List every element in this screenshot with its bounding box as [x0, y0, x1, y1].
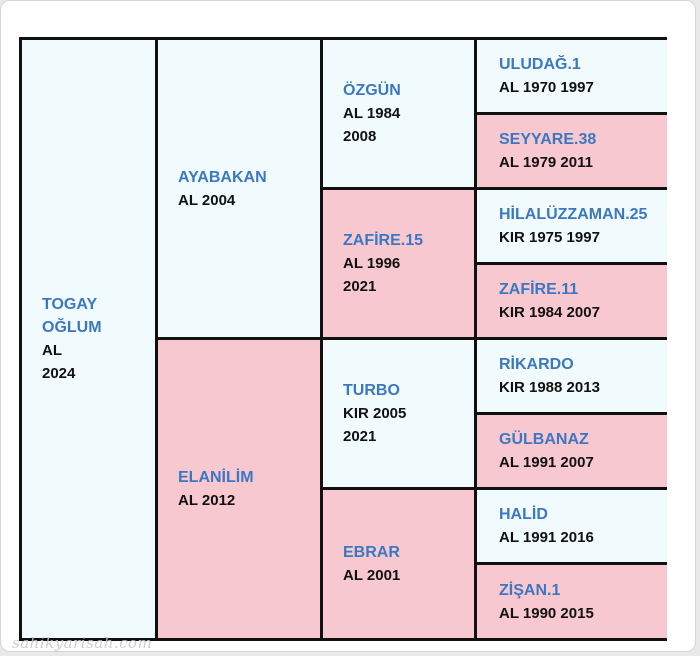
dd-sire-info: AL 1991 2016	[499, 529, 594, 546]
pedigree-subject: TOGAY OĞLUM AL 2024	[22, 40, 155, 638]
dam-dam-name: EBRAR	[343, 544, 400, 561]
pedigree-sd-sire: HİLALÜZZAMAN.25 KIR 1975 1997	[477, 190, 667, 262]
pedigree-dam-sire: TURBO KIR 2005 2021	[323, 340, 474, 487]
ds-dam-info: AL 1991 2007	[499, 454, 594, 471]
pedigree-dd-sire: HALİD AL 1991 2016	[477, 490, 667, 562]
watermark: sahikyarisah.com	[12, 634, 153, 652]
pedigree-sire-dam: ZAFİRE.15 AL 1996 2021	[323, 190, 474, 337]
pedigree-dam: ELANİLİM AL 2012	[158, 340, 320, 638]
ds-dam-name: GÜLBANAZ	[499, 431, 589, 448]
sd-dam-info: KIR 1984 2007	[499, 304, 600, 321]
dam-info: AL 2012	[178, 492, 236, 509]
sire-dam-info: AL 1996 2021	[343, 255, 401, 295]
sire-dam-name: ZAFİRE.15	[343, 232, 424, 249]
pedigree-ds-dam: GÜLBANAZ AL 1991 2007	[477, 415, 667, 487]
pedigree-dd-dam: ZİŞAN.1 AL 1990 2015	[477, 565, 667, 638]
dam-sire-name: TURBO	[343, 382, 400, 399]
pedigree-ss-sire: ULUDAĞ.1 AL 1970 1997	[477, 40, 667, 112]
ds-sire-name: RİKARDO	[499, 356, 574, 373]
sd-sire-name: HİLALÜZZAMAN.25	[499, 206, 648, 223]
dd-dam-info: AL 1990 2015	[499, 604, 594, 622]
dam-sire-info: KIR 2005 2021	[343, 405, 407, 445]
dam-name: ELANİLİM	[178, 469, 254, 486]
subject-info: AL 2024	[42, 342, 76, 382]
pedigree-ds-sire: RİKARDO KIR 1988 2013	[477, 340, 667, 412]
pedigree-sd-dam: ZAFİRE.11 KIR 1984 2007	[477, 265, 667, 337]
ss-dam-name: SEYYARE.38	[499, 131, 597, 148]
subject-name: TOGAY OĞLUM	[42, 296, 102, 336]
dd-dam-name: ZİŞAN.1	[499, 581, 561, 599]
sd-dam-name: ZAFİRE.11	[499, 281, 579, 298]
ss-sire-name: ULUDAĞ.1	[499, 56, 581, 73]
ds-sire-info: KIR 1988 2013	[499, 379, 600, 396]
pedigree-sire-sire: ÖZGÜN AL 1984 2008	[323, 40, 474, 187]
dd-sire-name: HALİD	[499, 506, 548, 523]
sd-sire-info: KIR 1975 1997	[499, 229, 600, 246]
sire-sire-info: AL 1984 2008	[343, 105, 401, 145]
sire-name: AYABAKAN	[178, 168, 267, 186]
sire-info: AL 2004	[178, 191, 236, 209]
dam-dam-info: AL 2001	[343, 567, 401, 584]
ss-sire-info: AL 1970 1997	[499, 79, 594, 96]
pedigree-ss-dam: SEYYARE.38 AL 1979 2011	[477, 115, 667, 187]
ss-dam-info: AL 1979 2011	[499, 154, 593, 171]
sire-sire-name: ÖZGÜN	[343, 82, 401, 99]
pedigree-dam-dam: EBRAR AL 2001	[323, 490, 474, 638]
pedigree-sire: AYABAKAN AL 2004	[158, 40, 320, 337]
pedigree-chart: TOGAY OĞLUM AL 2024 AYABAKAN AL 2004 ELA…	[19, 37, 667, 641]
